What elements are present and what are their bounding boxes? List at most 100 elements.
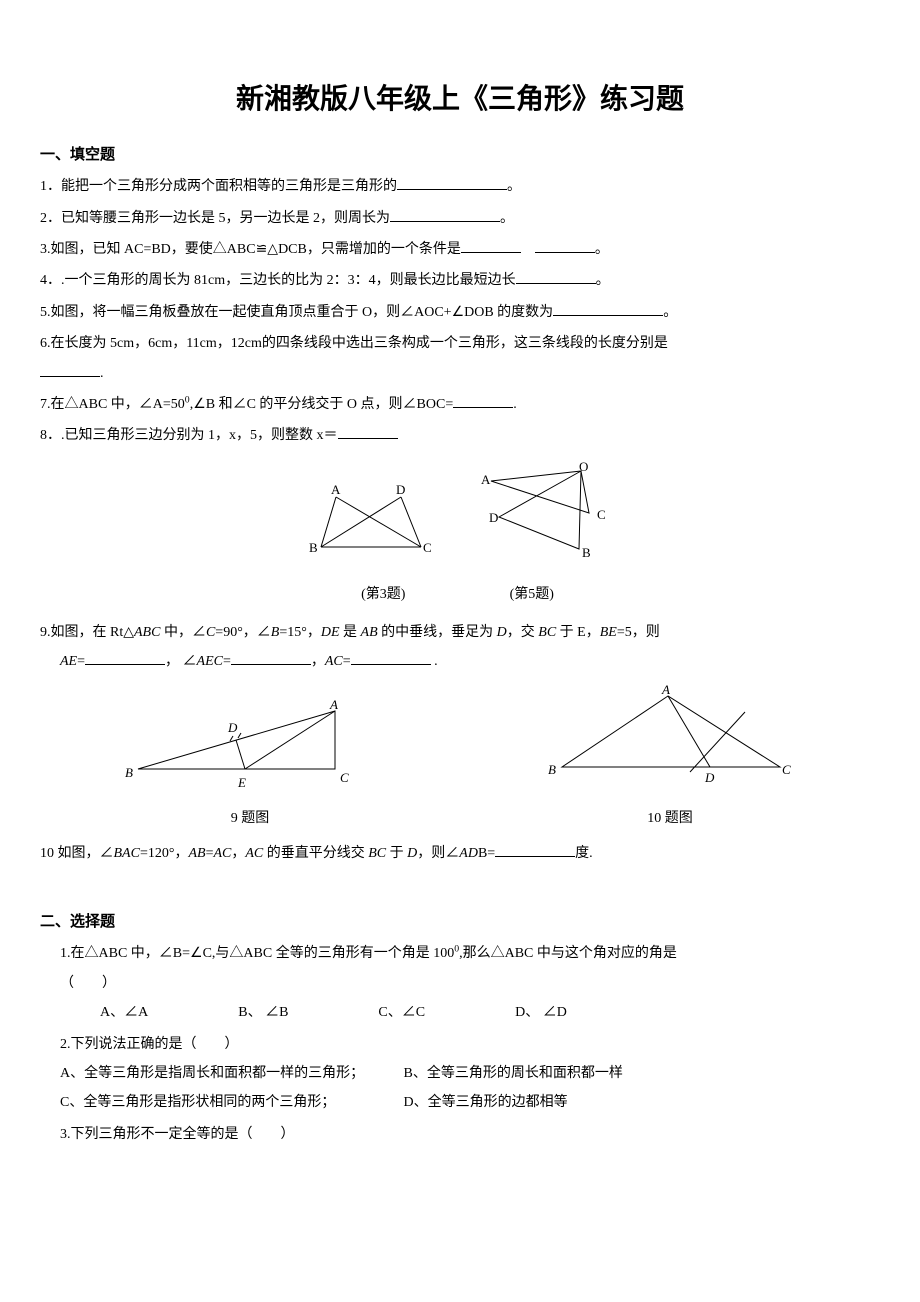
q7-blank [453, 393, 513, 408]
q7-text-a: 7.在△ABC 中，∠A=50 [40, 397, 185, 412]
q9-blank1 [85, 650, 165, 665]
q9-k: ， ∠ [165, 654, 197, 669]
fill-q7: 7.在△ABC 中，∠A=500,∠B 和∠C 的平分线交于 O 点，则∠BOC… [40, 390, 880, 419]
q3-text: 3.如图，已知 AC=BD，要使△ABC≌△DCB，只需增加的一个条件是 [40, 242, 461, 257]
figure-row-3-5: A D B C A O D C B (第3题) (第5题) [40, 459, 880, 610]
q10-dd: D [407, 846, 417, 861]
fig9-label: 9 题图 [120, 804, 380, 833]
q9-abc: ABC [134, 625, 160, 640]
q3-tail: 。 [595, 242, 609, 257]
cq2-text: 2.下列说法正确的是（ ） [60, 1030, 880, 1059]
fill-q8: 8．.已知三角形三边分别为 1，x，5，则整数 x＝ [40, 421, 880, 450]
cq1-paren: （ ） [60, 969, 880, 998]
fig3-label: (第3题) [313, 580, 453, 609]
q10-ac: AC [213, 846, 231, 861]
q9-n: = [343, 654, 351, 669]
q10-abac: AB [188, 846, 205, 861]
svg-text:B: B [548, 762, 556, 777]
q9-c2: =90°，∠ [215, 625, 271, 640]
q5-text: 5.如图，将一幅三角板叠放在一起使直角顶点重合于 O，则∠AOC+∠DOB 的度… [40, 305, 553, 320]
q6-tail: . [100, 366, 104, 381]
fill-q10: 10 如图，∠BAC=120°，AB=AC，AC 的垂直平分线交 BC 于 D，… [40, 839, 880, 868]
q9-c: C [206, 625, 215, 640]
cq1-optA: A、∠A [100, 998, 148, 1027]
figure-5: A O D C B [469, 459, 619, 569]
cq1-b: ,那么△ABC 中与这个角对应的角是 [459, 946, 677, 961]
svg-text:B: B [582, 545, 591, 560]
fig10-label: 10 题图 [540, 804, 800, 833]
q10-f: ，则∠ [417, 846, 459, 861]
fill-q3: 3.如图，已知 AC=BD，要使△ABC≌△DCB，只需增加的一个条件是 。 [40, 235, 880, 264]
q9-ab: AB [361, 625, 378, 640]
q10-bc: BC [368, 846, 386, 861]
svg-text:B: B [309, 540, 318, 555]
svg-text:D: D [704, 770, 715, 785]
q7-tail: . [513, 397, 517, 412]
q9-de: DE [321, 625, 340, 640]
q9-l: = [223, 654, 231, 669]
q10-e: 于 [386, 846, 407, 861]
svg-text:A: A [329, 697, 338, 712]
q6-blank [40, 362, 100, 377]
section-choice-heading: 二、选择题 [40, 906, 880, 938]
choice-q2: 2.下列说法正确的是（ ） A、全等三角形是指周长和面积都一样的三角形； B、全… [40, 1030, 880, 1118]
fig5-label: (第5题) [457, 580, 607, 609]
q10-c: ， [231, 846, 245, 861]
svg-text:D: D [227, 720, 238, 735]
svg-text:A: A [331, 482, 341, 497]
cq2-optB: B、全等三角形的周长和面积都一样 [404, 1066, 623, 1081]
q6-text: 6.在长度为 5cm，6cm，11cm，12cm的四条线段中选出三条构成一个三角… [40, 336, 668, 351]
cq1-optD: D、 ∠D [515, 998, 567, 1027]
q10-g: B= [478, 846, 495, 861]
q9-m: ， [311, 654, 325, 669]
q10-blank [495, 842, 575, 857]
q10-b: =120°， [140, 846, 189, 861]
q8-blank [338, 424, 398, 439]
q9-a: 9.如图，在 Rt△ [40, 625, 134, 640]
fill-q1: 1．能把一个三角形分成两个面积相等的三角形是三角形的 。 [40, 172, 880, 201]
q9-g: ，交 [507, 625, 539, 640]
q9-blank2 [231, 650, 311, 665]
cq1-a: 1.在△ABC 中，∠B=∠C,与△ABC 全等的三角形有一个角是 100 [60, 946, 454, 961]
fill-q4: 4．.一个三角形的周长为 81cm，三边长的比为 2：3：4，则最长边比最短边长… [40, 266, 880, 295]
q9-ac: AC [325, 654, 343, 669]
q2-tail: 。 [500, 211, 514, 226]
cq3-text: 3.下列三角形不一定全等的是（ ） [60, 1127, 295, 1142]
fill-q9: 9.如图，在 Rt△ABC 中，∠C=90°，∠B=15°，DE 是 AB 的中… [40, 618, 880, 677]
svg-text:C: C [782, 762, 791, 777]
q9-tail: . [431, 654, 438, 669]
cq1-optB: B、 ∠B [238, 998, 288, 1027]
q9-dd: D [497, 625, 507, 640]
q10-bac: BAC [114, 846, 140, 861]
q10-tail: 度. [575, 846, 593, 861]
q4-blank [516, 269, 596, 284]
svg-text:C: C [423, 540, 432, 555]
q1-tail: 。 [507, 179, 521, 194]
q10-adb: AD [459, 846, 478, 861]
q9-i: =5，则 [617, 625, 660, 640]
q5-tail: 。 [663, 305, 677, 320]
svg-text:B: B [125, 765, 133, 780]
q9-b: 中，∠ [160, 625, 206, 640]
svg-text:A: A [481, 472, 491, 487]
q1-text: 1．能把一个三角形分成两个面积相等的三角形是三角形的 [40, 179, 397, 194]
cq1-optC: C、∠C [378, 998, 425, 1027]
q10-a: 10 如图，∠ [40, 846, 114, 861]
q9-aec: AEC [197, 654, 223, 669]
q5-blank [553, 301, 663, 316]
q2-text: 2．已知等腰三角形一边长是 5，另一边长是 2，则周长为 [40, 211, 390, 226]
q9-ae: AE [60, 654, 77, 669]
q10-d: 的垂直平分线交 [263, 846, 368, 861]
q8-text: 8．.已知三角形三边分别为 1，x，5，则整数 x＝ [40, 428, 338, 443]
q9-e: 是 [340, 625, 361, 640]
choice-q1: 1.在△ABC 中，∠B=∠C,与△ABC 全等的三角形有一个角是 1000,那… [40, 939, 880, 1027]
q3-blank1 [461, 238, 521, 253]
figure-row-9-10: A B C D E 9 题图 A B C D 10 题图 [40, 682, 880, 833]
q9-f: 的中垂线，垂足为 [378, 625, 497, 640]
fill-q2: 2．已知等腰三角形一边长是 5，另一边长是 2，则周长为 。 [40, 204, 880, 233]
cq2-optD: D、全等三角形的边都相等 [404, 1095, 568, 1110]
q9-d: =15°， [279, 625, 321, 640]
q9-bc: BC [538, 625, 556, 640]
svg-text:D: D [396, 482, 405, 497]
figure-10: A B C D [540, 682, 800, 792]
